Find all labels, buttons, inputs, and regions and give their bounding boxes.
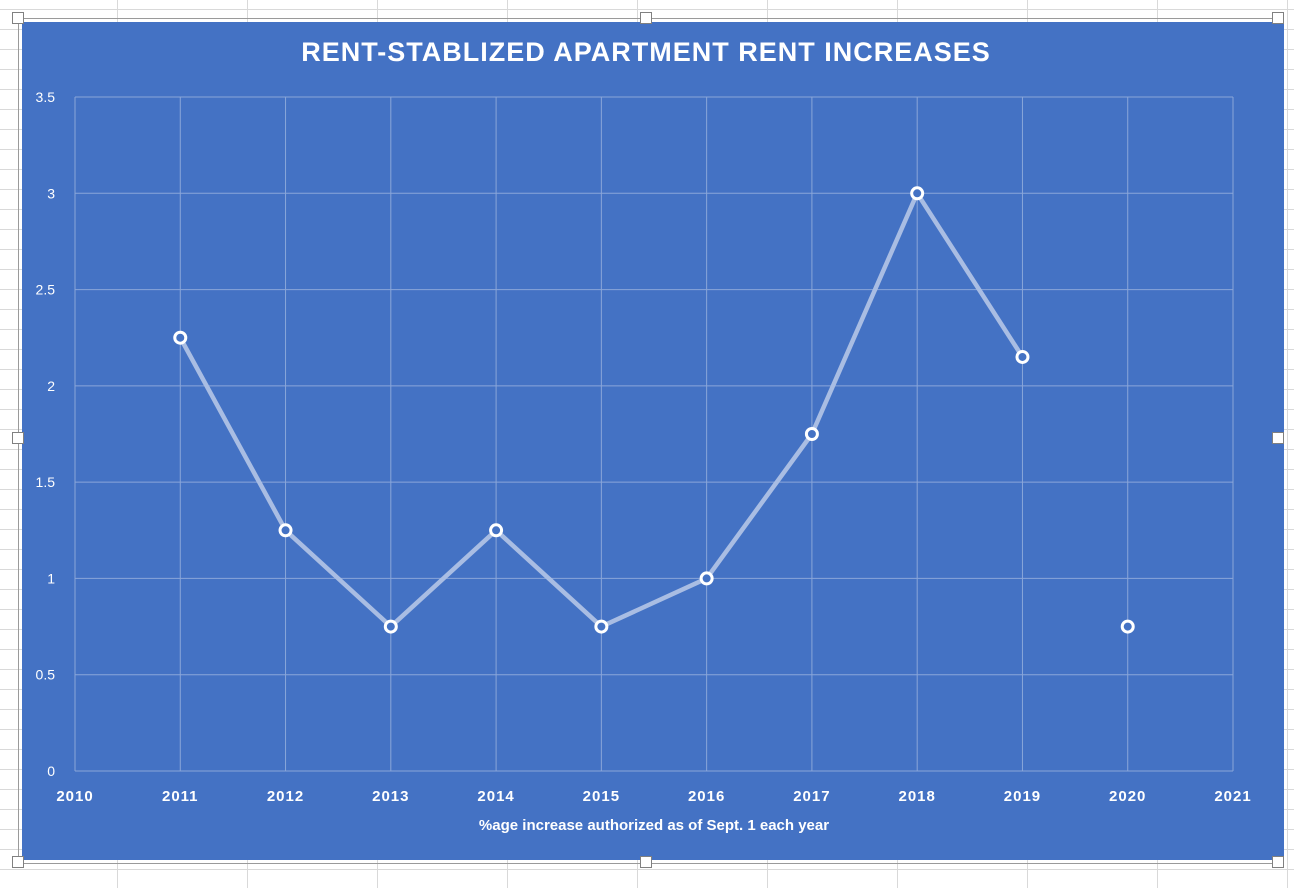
data-point <box>383 619 398 634</box>
resize-handle-middle-left[interactable] <box>12 432 24 444</box>
y-tick-label: 3.5 <box>36 89 56 105</box>
data-point <box>173 330 188 345</box>
x-tick-label: 2015 <box>583 788 620 805</box>
x-tick-label: 2013 <box>372 788 409 805</box>
data-point <box>910 186 925 201</box>
y-tick-label: 3 <box>47 185 55 201</box>
resize-handle-middle-right[interactable] <box>1272 432 1284 444</box>
data-point <box>594 619 609 634</box>
x-tick-label: 2016 <box>688 788 725 805</box>
x-tick-label: 2018 <box>898 788 935 805</box>
grid-lines <box>74 96 1234 772</box>
resize-handle-bottom-center[interactable] <box>640 856 652 868</box>
y-tick-label: 0 <box>47 763 55 779</box>
y-tick-label: 2.5 <box>36 282 56 298</box>
data-series <box>173 186 1135 634</box>
resize-handle-bottom-right[interactable] <box>1272 856 1284 868</box>
x-tick-label: 2020 <box>1109 788 1146 805</box>
tick-labels: 2010 2011 2012 2013 2014 2015 2016 2017 2018 2019… <box>36 89 1251 805</box>
data-point <box>1120 619 1135 634</box>
chart-svg: RENT-STABLIZED APARTMENT RENT INCREASES … <box>36 37 1251 834</box>
resize-handle-bottom-left[interactable] <box>12 856 24 868</box>
resize-handle-top-right[interactable] <box>1272 12 1284 24</box>
data-point <box>278 523 293 538</box>
x-tick-label: 2012 <box>267 788 304 805</box>
x-tick-label: 2011 <box>162 788 199 805</box>
resize-handle-top-center[interactable] <box>640 12 652 24</box>
data-point <box>699 571 714 586</box>
y-tick-label: 2 <box>47 378 55 394</box>
resize-handle-top-left[interactable] <box>12 12 24 24</box>
x-tick-label: 2021 <box>1214 788 1251 805</box>
x-tick-label: 2017 <box>793 788 830 805</box>
data-point <box>804 427 819 441</box>
y-tick-label: 0.5 <box>36 667 56 683</box>
chart-area[interactable]: RENT-STABLIZED APARTMENT RENT INCREASES … <box>22 22 1284 860</box>
data-point <box>1015 349 1030 364</box>
x-tick-label: 2019 <box>1004 788 1041 805</box>
data-point <box>489 523 504 538</box>
x-axis-label: %age increase authorized as of Sept. 1 e… <box>479 817 829 834</box>
x-tick-label: 2014 <box>477 788 514 805</box>
y-tick-label: 1.5 <box>36 474 56 490</box>
x-tick-label: 2010 <box>56 788 93 805</box>
chart-title: RENT-STABLIZED APARTMENT RENT INCREASES <box>301 37 991 67</box>
y-tick-label: 1 <box>47 570 55 586</box>
